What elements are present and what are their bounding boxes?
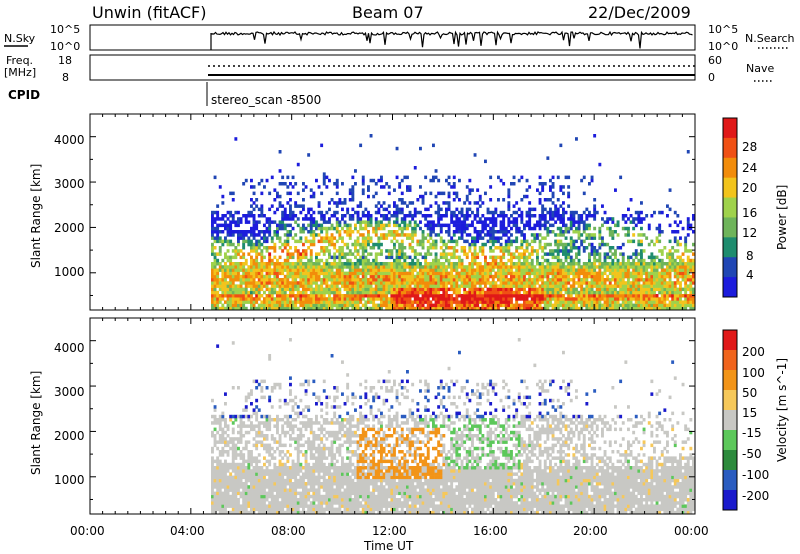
power-cb-tick-20: 20 <box>742 181 757 195</box>
vel-ytick-4000: 4000 <box>54 341 85 355</box>
nave-tick-top: 60 <box>708 54 722 67</box>
power-axis-ticks <box>89 113 696 310</box>
noise-search-label: N.Search <box>745 32 795 45</box>
xtick-0400: 04:00 <box>170 524 205 538</box>
xtick-1600: 16:00 <box>473 524 508 538</box>
freq-label: Freq. <box>6 54 33 67</box>
nave-label: Nave <box>746 62 774 75</box>
xtick-0000: 00:00 <box>70 524 105 538</box>
vel-cb-tick-100: 100 <box>742 366 765 380</box>
power-ylabel: Slant Range [km] <box>29 164 43 268</box>
velocity-ylabel: Slant Range [km] <box>29 371 43 475</box>
power-colorbar: 28 24 20 16 12 8 4 Power [dB] <box>722 117 789 298</box>
x-axis: 00:00 04:00 08:00 12:00 16:00 20:00 00:0… <box>70 524 709 553</box>
vel-cb-tick-neg100: -100 <box>742 468 769 482</box>
vel-cb-tick-50: 50 <box>742 386 757 400</box>
noise-left-tick-bottom: 10^0 <box>50 40 80 53</box>
power-cb-tick-16: 16 <box>742 206 757 220</box>
cpid-program: stereo_scan -8500 <box>211 93 321 107</box>
freq-tick-bottom: 8 <box>62 71 69 84</box>
velocity-heatmap <box>211 338 695 515</box>
vel-cb-tick-neg15: -15 <box>742 426 762 440</box>
power-ytick-4000: 4000 <box>54 133 85 147</box>
power-cb-tick-28: 28 <box>742 140 757 154</box>
power-ytick-2000: 2000 <box>54 221 85 235</box>
beam-title: Beam 07 <box>352 3 424 22</box>
xtick-2400: 00:00 <box>674 524 709 538</box>
vel-ytick-1000: 1000 <box>54 473 85 487</box>
freq-panel: Freq. [MHz] 18 8 60 0 Nave <box>4 54 774 84</box>
noise-left-tick-top: 10^5 <box>50 23 80 36</box>
power-cb-tick-8: 8 <box>746 249 754 263</box>
power-ytick-1000: 1000 <box>54 265 85 279</box>
vel-cb-tick-15: 15 <box>742 406 757 420</box>
power-ytick-3000: 3000 <box>54 177 85 191</box>
noise-right-tick-bottom: 10^0 <box>708 40 738 53</box>
vel-cb-tick-neg50: -50 <box>742 447 762 461</box>
vel-ytick-2000: 2000 <box>54 429 85 443</box>
vel-cb-tick-200: 200 <box>742 345 765 359</box>
noise-sky-label: N.Sky <box>4 32 36 45</box>
x-axis-label: Time UT <box>363 539 414 553</box>
vel-cb-tick-neg200: -200 <box>742 489 769 503</box>
power-cb-tick-4: 4 <box>746 268 754 282</box>
power-heatmap <box>211 134 695 311</box>
freq-unit-label: [MHz] <box>4 66 36 79</box>
velocity-colorbar: 200 100 50 15 -15 -50 -100 -200 Velocity… <box>722 329 789 511</box>
freq-tick-top: 18 <box>58 54 72 67</box>
noise-trace <box>210 30 693 50</box>
vel-ytick-3000: 3000 <box>54 385 85 399</box>
xtick-2000: 20:00 <box>573 524 608 538</box>
velocity-colorbar-label: Velocity [m s^-1] <box>775 358 789 462</box>
xtick-1200: 12:00 <box>372 524 407 538</box>
power-colorbar-label: Power [dB] <box>775 185 789 250</box>
date-title: 22/Dec/2009 <box>588 3 691 22</box>
cpid-label: CPID <box>8 88 40 102</box>
velocity-panel: 1000 2000 3000 4000 Slant Range [km] <box>29 317 696 515</box>
power-cb-tick-24: 24 <box>742 161 757 175</box>
nave-tick-bottom: 0 <box>708 71 715 84</box>
noise-panel: N.Sky 10^5 10^0 10^5 10^0 N.Search <box>4 23 795 53</box>
power-cb-tick-12: 12 <box>742 226 757 240</box>
station-title: Unwin (fitACF) <box>92 3 206 22</box>
noise-right-tick-top: 10^5 <box>708 23 738 36</box>
power-panel: 1000 2000 3000 4000 Slant Range [km] <box>29 113 696 311</box>
xtick-0800: 08:00 <box>271 524 306 538</box>
velocity-axis-ticks <box>89 317 696 514</box>
